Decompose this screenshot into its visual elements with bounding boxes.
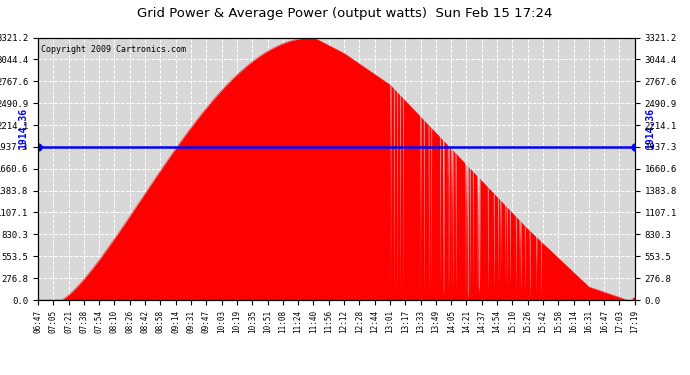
Text: Grid Power & Average Power (output watts)  Sun Feb 15 17:24: Grid Power & Average Power (output watts… [137,8,553,21]
Text: Copyright 2009 Cartronics.com: Copyright 2009 Cartronics.com [41,45,186,54]
Text: 1914.36: 1914.36 [644,108,655,149]
Text: 1914.36: 1914.36 [18,108,28,149]
